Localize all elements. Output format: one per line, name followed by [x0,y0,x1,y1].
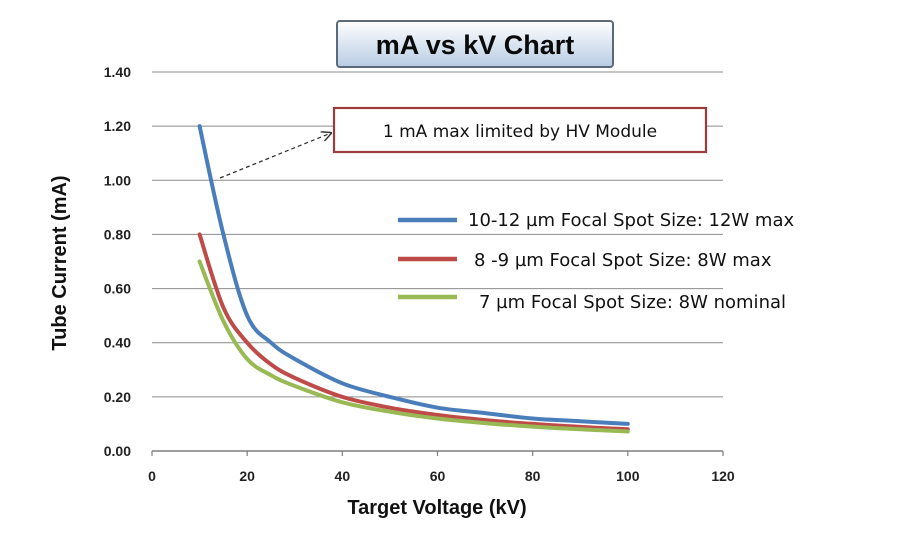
x-tick-label: 60 [430,468,446,484]
y-tick-label: 1.20 [104,118,131,134]
x-axis-tick-labels: 0 20 40 60 80 100 120 [148,468,735,484]
legend-label-series-3: 7 µm Focal Spot Size: 8W nominal [479,292,786,313]
y-tick-label: 1.40 [104,64,131,80]
y-tick-label: 0.80 [104,226,131,242]
y-tick-label: 0.60 [104,281,131,297]
y-tick-label: 0.40 [104,335,131,351]
y-tick-label: 0.00 [104,443,131,459]
chart-title-box: mA vs kV Chart [336,20,614,68]
x-tick-label: 0 [148,468,156,484]
x-tick-label: 120 [711,468,735,484]
legend-label-series-1: 10-12 µm Focal Spot Size: 12W max [468,210,794,231]
annotation-text: 1 mA max limited by HV Module [383,122,657,142]
series-line-1 [197,124,630,426]
annotation-box [332,106,708,154]
y-axis-tick-labels: 0.00 0.20 0.40 0.60 0.80 1.00 1.20 1.40 [104,64,131,459]
annotation-arrow [219,133,331,179]
series-line-3 [197,259,630,434]
x-tick-label: 100 [616,468,640,484]
x-axis-title: Target Voltage (kV) [347,497,526,519]
legend-label-series-2: 8 -9 µm Focal Spot Size: 8W max [474,250,772,271]
y-axis-title: Tube Current (mA) [49,175,71,350]
y-tick-label: 1.00 [104,172,131,188]
chart-title: mA vs kV Chart [376,30,575,60]
x-tick-label: 20 [239,468,255,484]
series-line-2 [197,232,630,432]
legend: 10-12 µm Focal Spot Size: 12W max 8 -9 µ… [398,210,794,313]
x-axis [151,450,724,456]
series-lines [197,124,630,434]
x-tick-label: 80 [525,468,541,484]
annotation: 1 mA max limited by HV Module [219,106,708,179]
x-tick-label: 40 [335,468,351,484]
y-tick-label: 0.20 [104,389,131,405]
